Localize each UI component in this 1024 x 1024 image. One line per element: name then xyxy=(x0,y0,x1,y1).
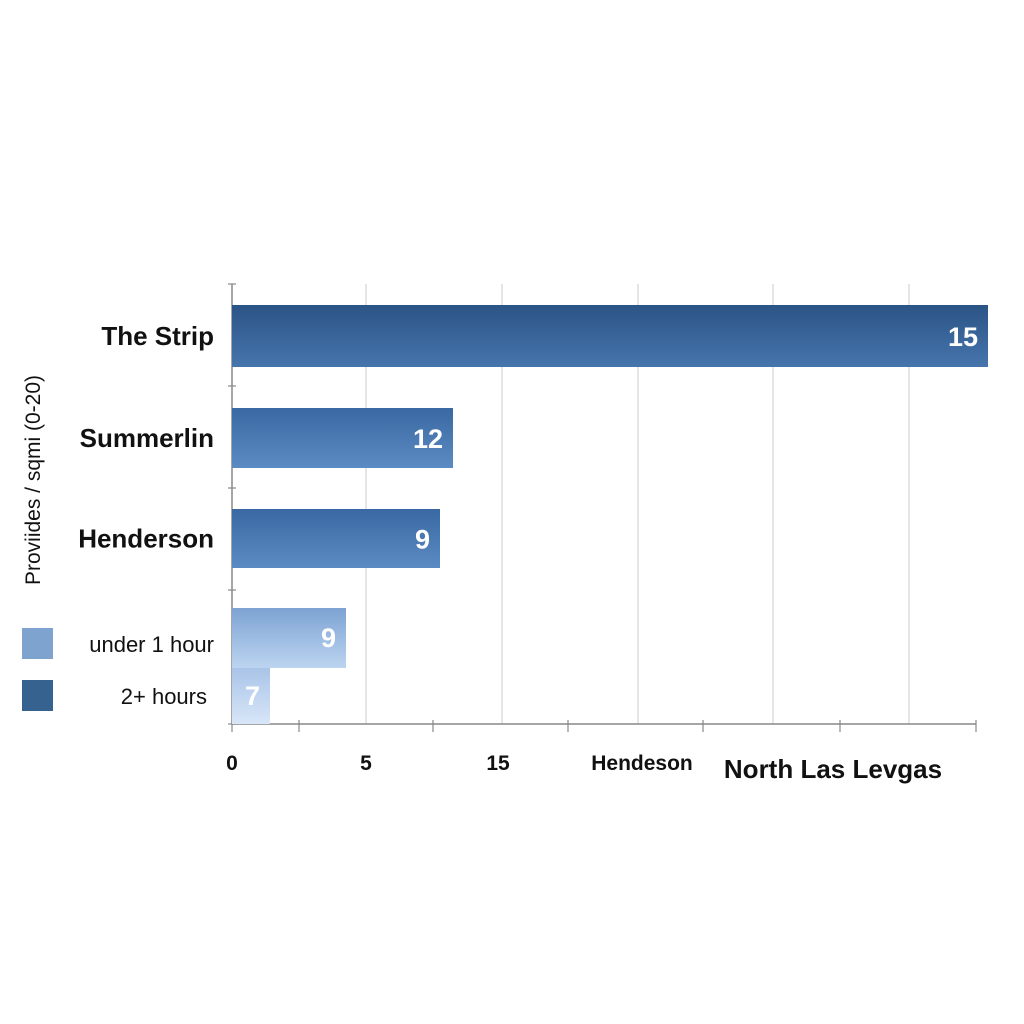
x-tick-label: North Las Levgas xyxy=(724,754,942,784)
legend: under 1 hour 2+ hours xyxy=(22,628,214,711)
bar-value-labels: 15 12 9 9 7 xyxy=(245,322,978,711)
bar-value-label: 9 xyxy=(321,623,336,653)
category-label: The Strip xyxy=(101,321,214,351)
legend-label-under-1-hour: under 1 hour xyxy=(89,632,214,657)
bar-value-label: 7 xyxy=(245,681,260,711)
x-tick-labels: 0 5 15 Hendeson North Las Levgas xyxy=(226,752,942,784)
bar-value-label: 12 xyxy=(413,424,443,454)
x-axis-ticks xyxy=(231,720,977,732)
x-tick-label: Hendeson xyxy=(591,752,693,775)
legend-swatch-2-plus-hours xyxy=(22,680,53,711)
category-label: Henderson xyxy=(78,524,214,554)
x-tick-label: 5 xyxy=(360,752,372,775)
bar-under-1-hour xyxy=(232,608,346,668)
bars xyxy=(232,305,988,724)
category-labels: The Strip Summerlin Henderson xyxy=(78,321,214,554)
y-axis-label: Proviides / sqmi (0-20) xyxy=(22,375,45,585)
bar-2-plus-hours xyxy=(232,668,270,724)
x-tick-label: 0 xyxy=(226,752,238,775)
bar-summerlin xyxy=(232,408,453,468)
bar-value-label: 15 xyxy=(948,322,978,352)
bar-the-strip xyxy=(232,305,988,367)
bar-henderson xyxy=(232,509,440,568)
bar-value-label: 9 xyxy=(415,525,430,555)
legend-swatch-under-1-hour xyxy=(22,628,53,659)
legend-label-2-plus-hours: 2+ hours xyxy=(121,684,207,709)
x-tick-label: 15 xyxy=(486,752,510,775)
category-label: Summerlin xyxy=(80,423,214,453)
